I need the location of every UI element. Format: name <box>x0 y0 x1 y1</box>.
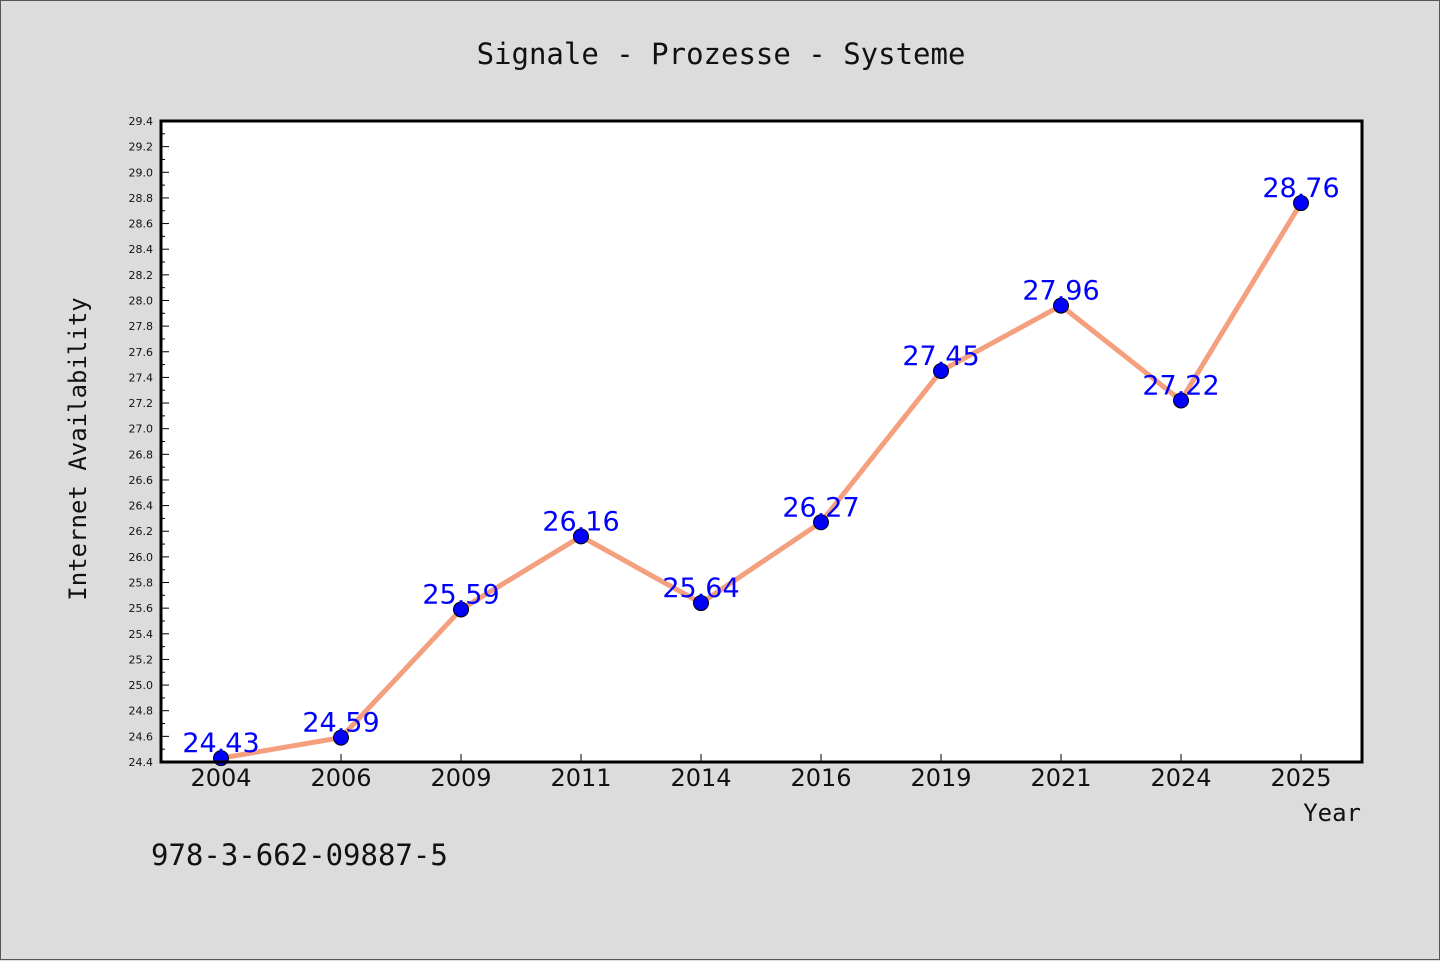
data-label: 27.22 <box>1142 370 1219 401</box>
data-label: 27.45 <box>902 341 979 372</box>
data-label: 27.96 <box>1022 276 1099 307</box>
series-markers <box>213 195 1309 767</box>
y-axis-ticks: 24.4 24.6 24.8 25.0 25.2 25.4 25.6 25.8 26.0 26.2… <box>129 115 169 769</box>
y-tick-label: 28.2 <box>129 269 154 282</box>
chart-title: Signale - Prozesse - Systeme <box>477 37 966 71</box>
x-tick-label: 2016 <box>790 764 851 792</box>
x-tick-label: 2024 <box>1150 764 1211 792</box>
y-tick-label: 26.4 <box>129 500 154 513</box>
y-tick-label: 29.2 <box>129 141 154 154</box>
data-label: 28.76 <box>1262 173 1339 204</box>
y-tick-label: 26.6 <box>129 474 154 487</box>
y-tick-label: 28.0 <box>129 294 154 307</box>
y-tick-label: 25.6 <box>129 602 154 615</box>
data-point <box>333 729 349 746</box>
data-labels: 24.43 24.59 25.59 26.16 25.64 26.27 27.45 27.96… <box>182 173 1339 759</box>
x-tick-label: 2009 <box>430 764 491 792</box>
y-tick-label: 26.8 <box>129 448 154 461</box>
y-tick-label: 26.2 <box>129 525 154 538</box>
data-point <box>933 362 949 379</box>
y-tick-label: 29.0 <box>129 166 154 179</box>
data-point <box>1293 195 1309 212</box>
plot-border <box>159 119 1364 764</box>
x-tick-label: 2011 <box>550 764 611 792</box>
x-axis-label: Year <box>1303 799 1361 827</box>
data-label: 24.43 <box>182 728 259 759</box>
x-tick-label: 2004 <box>190 764 251 792</box>
y-tick-label: 27.0 <box>129 423 154 436</box>
y-tick-label: 24.6 <box>129 730 154 743</box>
data-label: 26.27 <box>782 492 859 523</box>
y-tick-label: 28.4 <box>129 243 154 256</box>
y-tick-label: 27.6 <box>129 346 154 359</box>
data-label: 25.59 <box>422 579 499 610</box>
y-tick-label: 25.2 <box>129 653 154 666</box>
x-tick-label: 2014 <box>670 764 731 792</box>
data-point <box>1053 297 1069 314</box>
y-tick-label: 27.8 <box>129 320 154 333</box>
data-point <box>453 601 469 618</box>
data-point <box>693 595 709 612</box>
x-tick-label: 2025 <box>1270 764 1331 792</box>
y-tick-label: 25.0 <box>129 679 154 692</box>
data-point <box>1173 392 1189 409</box>
y-tick-label: 25.8 <box>129 577 154 590</box>
y-tick-label: 25.4 <box>129 628 154 641</box>
data-label: 24.59 <box>302 708 379 739</box>
x-tick-label: 2021 <box>1030 764 1091 792</box>
data-label: 25.64 <box>662 573 739 604</box>
y-tick-label: 26.0 <box>129 551 154 564</box>
x-tick-label: 2019 <box>910 764 971 792</box>
y-tick-label: 27.2 <box>129 397 154 410</box>
y-tick-label: 28.8 <box>129 192 154 205</box>
plot-area <box>161 121 1362 762</box>
data-label: 26.16 <box>542 506 619 537</box>
data-point <box>813 514 829 531</box>
data-point <box>573 528 589 545</box>
isbn-footnote: 978-3-662-09887-5 <box>151 838 448 872</box>
y-tick-label: 29.4 <box>129 115 154 128</box>
y-tick-label: 24.4 <box>129 756 154 769</box>
x-axis-ticks: 2004 2006 2009 2011 2014 2016 2019 2021 2024 2025 <box>190 754 1332 792</box>
y-axis-label: Internet Availability <box>64 297 92 600</box>
y-tick-label: 27.4 <box>129 371 154 384</box>
y-tick-label: 24.8 <box>129 705 154 718</box>
series-line <box>218 200 1304 761</box>
x-tick-label: 2006 <box>310 764 371 792</box>
y-tick-label: 28.6 <box>129 218 154 231</box>
